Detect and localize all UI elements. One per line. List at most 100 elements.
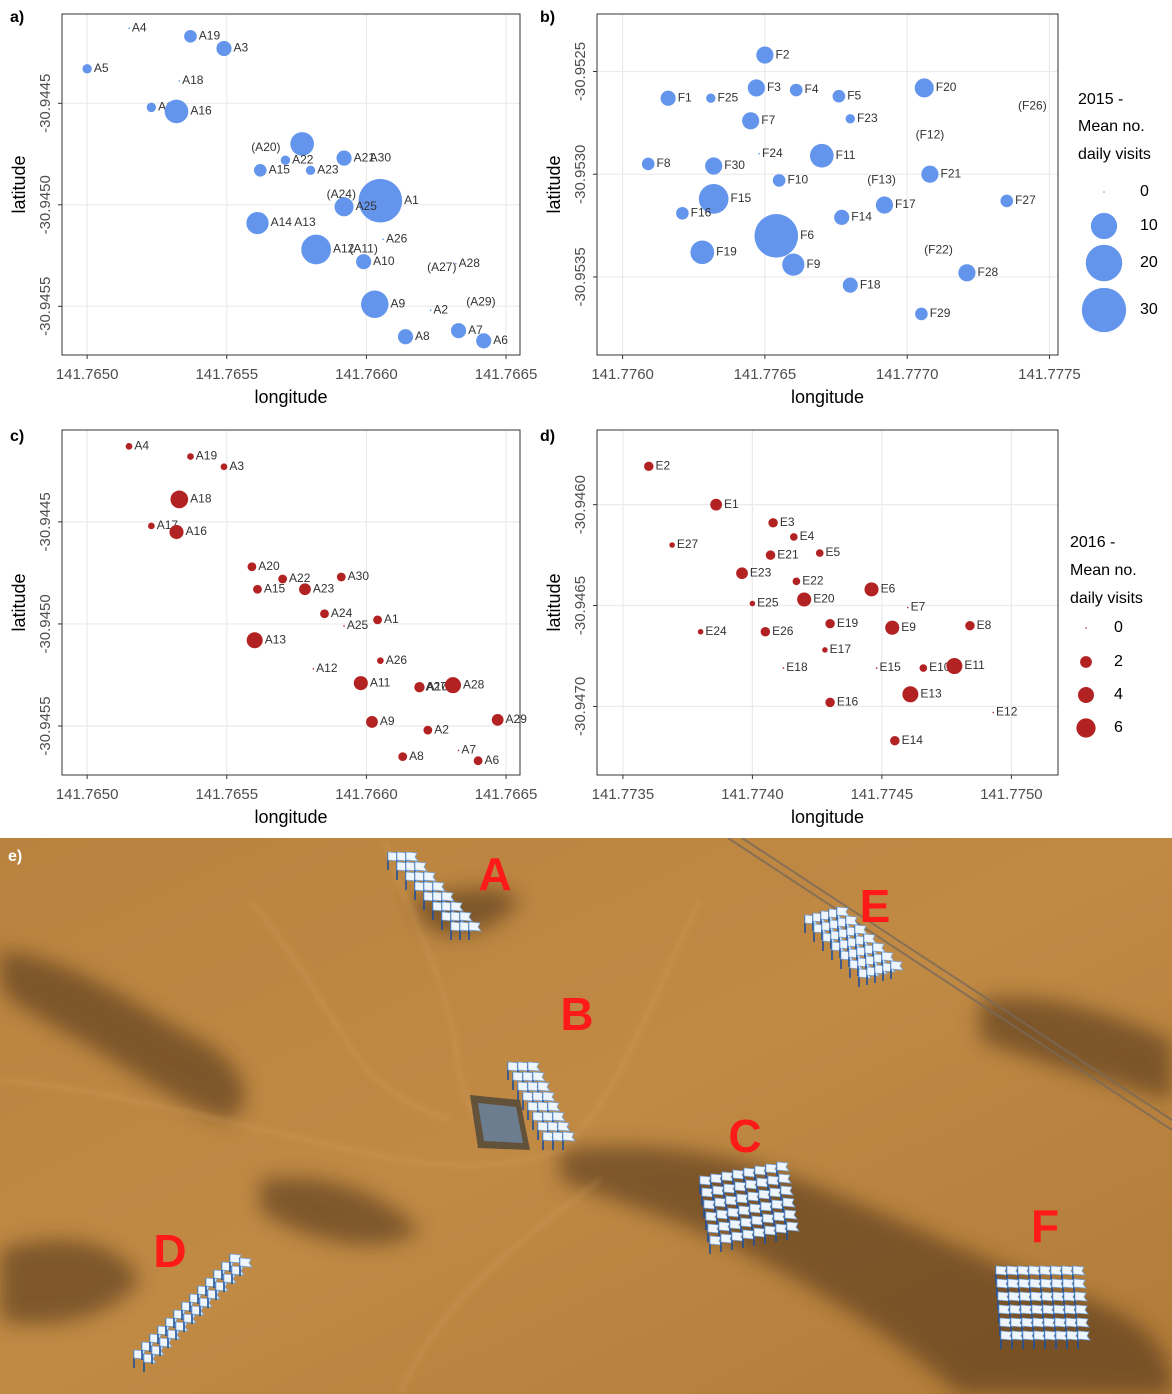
x-tick-label: 141.7665 (475, 366, 538, 383)
point-label: F8 (657, 156, 671, 170)
point-label: A16 (186, 524, 208, 538)
point-label: E25 (757, 596, 779, 610)
site-label: E (860, 880, 891, 932)
bubble (890, 735, 900, 746)
point-label: E10 (929, 660, 951, 674)
aerial-image: A B C D E F (0, 838, 1172, 1394)
bubble (825, 618, 835, 629)
flag (450, 901, 464, 912)
bubble (875, 667, 878, 669)
flag (552, 1111, 566, 1122)
bubble (845, 114, 855, 124)
panel-label: b) (540, 9, 555, 26)
flag (468, 921, 482, 932)
point-label: E27 (677, 537, 699, 551)
x-tick-label: 141.7735 (592, 786, 655, 803)
flag (175, 1321, 189, 1332)
bubble (921, 165, 939, 183)
point-label: E19 (837, 616, 859, 630)
flag (537, 1081, 551, 1092)
bubble (690, 240, 715, 265)
bubble (1000, 194, 1014, 208)
flag (191, 1305, 205, 1316)
site-label: C (728, 1110, 761, 1162)
bubble (170, 490, 189, 509)
point-label: E14 (902, 733, 924, 747)
bubble (760, 627, 771, 637)
point-label: F30 (724, 158, 745, 172)
x-tick-label: 141.7770 (876, 366, 939, 383)
point-label: A5 (94, 61, 109, 75)
point-label: A1 (404, 193, 419, 207)
point-label: A12 (333, 242, 355, 256)
bubble (361, 290, 389, 318)
y-tick-label: -30.9465 (572, 576, 589, 635)
point-label: E3 (780, 515, 795, 529)
point-label: F14 (851, 210, 872, 224)
bubble (382, 238, 384, 241)
point-label: F29 (930, 306, 951, 320)
point-label: F25 (718, 90, 739, 104)
bubble (797, 592, 812, 607)
flag (239, 1257, 253, 1268)
x-axis-title: longitude (254, 807, 327, 827)
plot-background (62, 14, 520, 355)
legend-label: 2 (1114, 653, 1123, 670)
x-tick-label: 141.7775 (1018, 366, 1081, 383)
flag (199, 1297, 213, 1308)
flag (183, 1313, 197, 1324)
point-label: E16 (837, 695, 859, 709)
bubble (754, 214, 799, 258)
flag (432, 881, 446, 892)
point-label: A26 (386, 653, 408, 667)
point-label: A6 (485, 753, 500, 767)
bubble (792, 577, 801, 586)
flag (542, 1091, 556, 1102)
bubble (756, 46, 774, 64)
x-tick-label: 141.7745 (851, 786, 914, 803)
bubble (946, 658, 963, 675)
y-tick-label: -30.9530 (572, 145, 589, 204)
x-tick-label: 141.7750 (980, 786, 1043, 803)
flag (1076, 1317, 1090, 1328)
point-label: A21 (354, 150, 376, 164)
bubble (825, 697, 835, 708)
point-label: A10 (427, 679, 449, 693)
flag (1075, 1304, 1089, 1315)
bubble (782, 253, 805, 276)
point-label: E21 (777, 547, 799, 561)
point-label: E7 (911, 600, 926, 614)
flag (143, 1353, 157, 1364)
bubble (320, 609, 329, 619)
flag (863, 933, 877, 944)
y-tick-label: -30.9525 (572, 42, 589, 101)
bubble (919, 664, 928, 672)
bubble (169, 525, 184, 540)
bubble (676, 206, 689, 220)
bubble (958, 264, 976, 282)
point-label: A20 (258, 559, 280, 573)
legend-title: daily visits (1070, 590, 1143, 607)
point-label: F20 (936, 80, 957, 94)
bubble (772, 174, 786, 187)
plot-border (61, 429, 521, 776)
bubble (164, 99, 189, 124)
point-label: A22 (289, 571, 311, 585)
flag (414, 861, 428, 872)
legend-label: 10 (1140, 217, 1158, 234)
legend-label: 0 (1140, 183, 1149, 200)
point-label: A13 (294, 215, 316, 229)
bubble (834, 209, 850, 225)
bubble (758, 152, 761, 155)
flag (405, 851, 419, 862)
flag (881, 951, 895, 962)
bubble (451, 323, 467, 339)
flag (845, 915, 859, 926)
plot-border (596, 13, 1059, 356)
legend-title: Mean no. (1078, 118, 1145, 135)
bubble (253, 584, 262, 594)
panel-label: e) (8, 848, 22, 865)
point-label: E22 (802, 573, 824, 587)
bubble (832, 89, 846, 103)
x-tick-label: 141.7655 (195, 786, 258, 803)
